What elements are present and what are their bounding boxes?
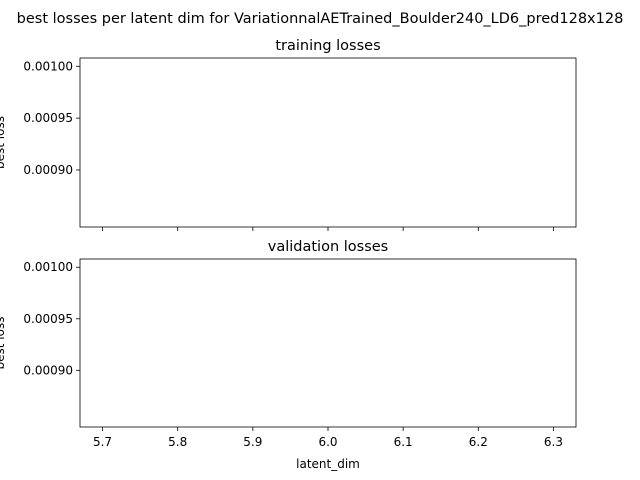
- y-axis-label: best loss: [0, 116, 7, 169]
- y-tick-label: 0.00095: [23, 312, 73, 326]
- y-tick-label: 0.00095: [23, 111, 73, 125]
- subplot-title: training losses: [275, 38, 380, 54]
- y-tick-label: 0.00090: [23, 163, 73, 177]
- axes-frame: [79, 258, 577, 428]
- validation-losses-panel: validation losses 0.00090 0.00095 0.00100 5.…: [0, 239, 577, 471]
- subplot-title: validation losses: [268, 239, 388, 255]
- x-axis-label: latent_dim: [296, 457, 360, 471]
- figure-suptitle: best losses per latent dim for Variation…: [17, 11, 624, 27]
- y-tick-label: 0.00100: [23, 59, 73, 73]
- x-tick-label: 6.2: [469, 435, 488, 449]
- x-tick-label: 5.9: [243, 435, 262, 449]
- y-tick-label: 0.00100: [23, 260, 73, 274]
- y-axis-label: best loss: [0, 317, 7, 370]
- x-tick-label: 5.8: [168, 435, 187, 449]
- training-losses-panel: training losses 0.00090 0.00095 0.00100 best…: [0, 38, 577, 231]
- x-tick-label: 6.3: [544, 435, 563, 449]
- x-tick-label: 6.0: [318, 435, 337, 449]
- x-tick-label: 5.7: [93, 435, 112, 449]
- x-tick-label: 6.1: [394, 435, 413, 449]
- y-tick-label: 0.00090: [23, 363, 73, 377]
- axes-frame: [79, 57, 577, 228]
